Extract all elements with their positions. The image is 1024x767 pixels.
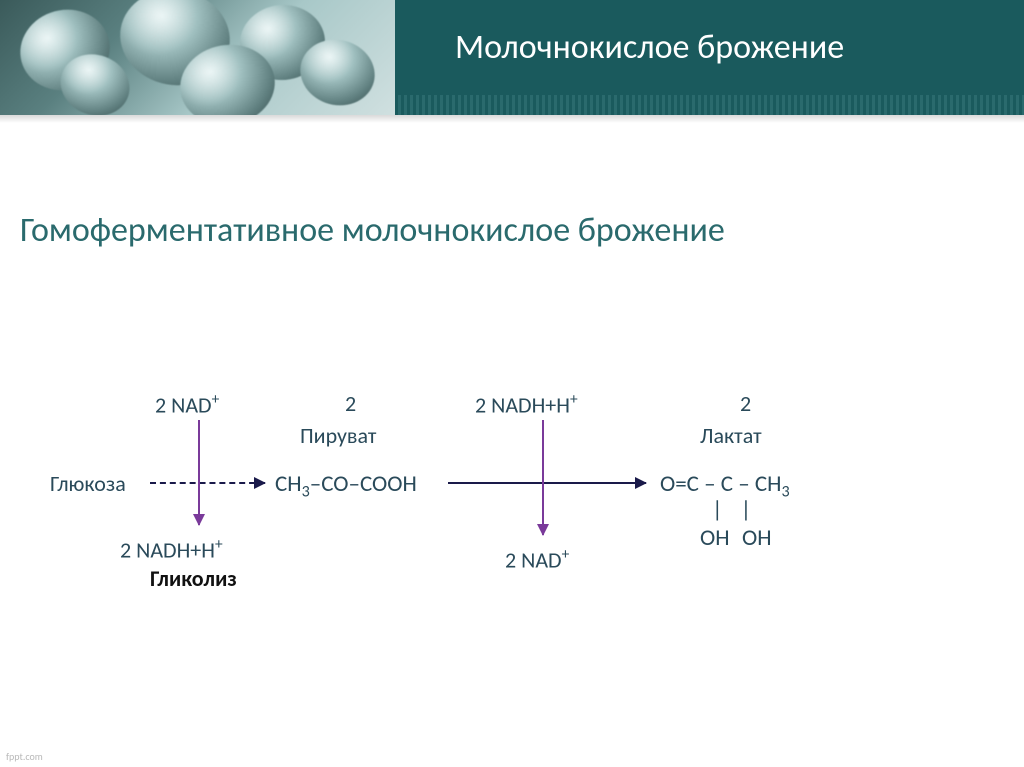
node-glycolysis: Гликолиз xyxy=(150,565,237,592)
arrow-glycolysis xyxy=(150,482,265,484)
header-title-bar: Молочнокислое брожение xyxy=(395,0,1024,95)
node-lactate-oh-2: OH xyxy=(742,524,772,552)
header: Молочнокислое брожение xyxy=(0,0,1024,115)
arrow-nad-1 xyxy=(198,420,200,525)
node-lactate-formula-2: || xyxy=(712,496,769,524)
node-lactate-oh-1: OH xyxy=(700,524,730,552)
node-pyruvate-formula: CH3–CO–COOH xyxy=(275,470,417,502)
arrow-to-lactate xyxy=(448,482,646,484)
node-pyruvate-label: Пируват xyxy=(300,422,376,449)
header-shadow xyxy=(0,115,1024,123)
node-nadh-1: 2 NADH+H+ xyxy=(120,535,223,563)
node-nadh-2: 2 NADH+H+ xyxy=(475,390,578,418)
node-nad-plus-1: 2 NAD+ xyxy=(155,390,219,418)
slide-subtitle: Гомоферментативное молочнокислое брожени… xyxy=(20,210,725,251)
node-lactate-label: Лактат xyxy=(700,422,762,449)
slide-title: Молочнокислое брожение xyxy=(455,27,844,68)
watermark: fppt.com xyxy=(6,750,43,763)
header-image-bacteria xyxy=(0,0,395,115)
node-glucose: Глюкоза xyxy=(50,470,126,497)
node-nad-plus-2: 2 NAD+ xyxy=(505,545,569,573)
node-pyruvate-count: 2 xyxy=(345,390,356,417)
header-stripe xyxy=(395,95,1024,115)
reaction-diagram: Глюкоза 2 NAD+ 2 NADH+H+ Гликолиз 2 Пиру… xyxy=(0,360,1024,620)
arrow-nad-2 xyxy=(542,420,544,535)
node-lactate-count: 2 xyxy=(740,390,751,417)
